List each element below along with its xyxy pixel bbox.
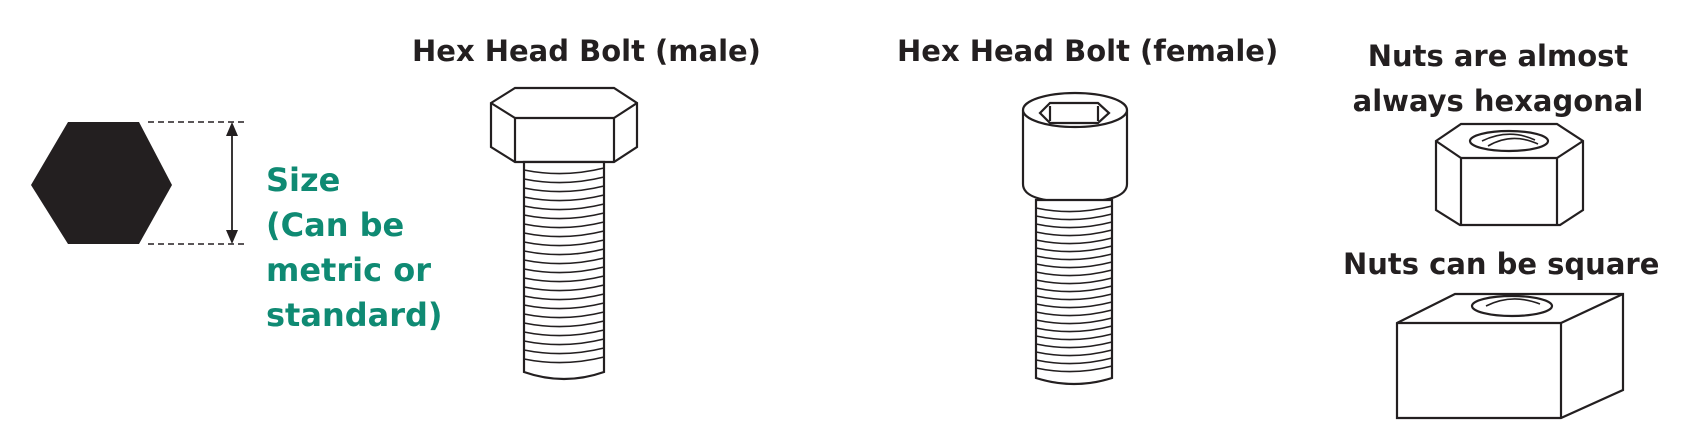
thread-line (523, 248, 605, 256)
thread-line (1035, 261, 1113, 269)
hex-nut-title-line1: Nuts are almost (1367, 39, 1629, 73)
thread-line (1035, 341, 1113, 349)
thread-line (1035, 333, 1113, 341)
thread-line (1035, 221, 1113, 229)
thread-line (523, 230, 605, 238)
thread-line (1035, 325, 1113, 333)
thread-line (1035, 365, 1113, 373)
thread-line (1035, 245, 1113, 253)
thread-line (523, 257, 605, 265)
thread-line (1035, 253, 1113, 261)
thread-line (523, 293, 605, 301)
hex-head-bolt-male-icon (489, 86, 639, 381)
thread-line (1035, 205, 1113, 213)
thread-line (1035, 293, 1113, 301)
thread-line (1035, 301, 1113, 309)
thread-line (1035, 317, 1113, 325)
hex-nut-title-line2: always hexagonal (1352, 84, 1644, 118)
hex-head-bolt-male-title: Hex Head Bolt (male) (412, 34, 761, 68)
thread-line (523, 212, 605, 220)
size-label-line1: Size (266, 161, 341, 199)
hex-head-bolt-female-icon (1021, 91, 1129, 386)
thread-line (523, 239, 605, 247)
thread-line (1035, 237, 1113, 245)
thread-line (523, 320, 605, 328)
thread-line (523, 194, 605, 202)
thread-line (523, 266, 605, 274)
thread-line (1035, 357, 1113, 365)
thread-line (523, 284, 605, 292)
size-label-line3: metric or (266, 251, 431, 289)
square-nut-icon (1395, 292, 1625, 420)
hex-head-bolt-female-title: Hex Head Bolt (female) (897, 34, 1279, 68)
thread-line (523, 302, 605, 310)
thread-line (1035, 309, 1113, 317)
thread-line (1035, 277, 1113, 285)
thread-line (1035, 285, 1113, 293)
thread-line (1035, 269, 1113, 277)
hex-nut-icon (1434, 122, 1585, 227)
thread-line (523, 338, 605, 346)
size-label-line2: (Can be (266, 206, 405, 244)
thread-line (523, 356, 605, 364)
size-label: Size (Can be metric or standard) (266, 158, 443, 338)
thread-line (523, 221, 605, 229)
thread-line (1035, 229, 1113, 237)
thread-line (1035, 349, 1113, 357)
thread-line (523, 176, 605, 184)
thread-line (523, 185, 605, 193)
thread-line (523, 203, 605, 211)
thread-line (1035, 213, 1113, 221)
thread-line (523, 311, 605, 319)
size-label-line4: standard) (266, 296, 443, 334)
thread-line (523, 347, 605, 355)
hex-nut-title: Nuts are almost always hexagonal (1338, 34, 1658, 124)
thread-line (523, 275, 605, 283)
thread-line (523, 329, 605, 337)
thread-line (523, 167, 605, 175)
hexagon-size-icon (31, 121, 248, 245)
square-nut-title: Nuts can be square (1343, 247, 1660, 281)
